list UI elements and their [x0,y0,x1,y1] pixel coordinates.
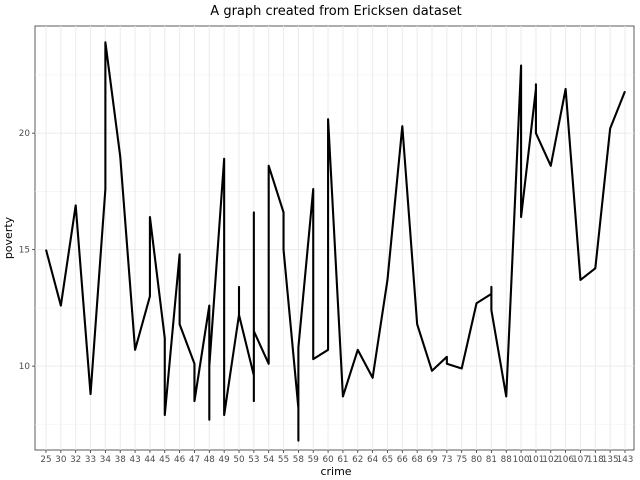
x-tick-label: 69 [426,455,437,465]
y-tick-label: 10 [19,362,31,372]
x-tick-label: 101 [528,455,545,465]
x-tick-label: 135 [602,455,619,465]
x-tick-label: 107 [572,455,589,465]
x-tick-label: 118 [587,455,604,465]
x-tick-label: 88 [501,455,512,465]
x-tick-label: 44 [144,455,156,465]
x-tick-label: 53 [248,455,259,465]
x-tick-label: 49 [219,455,230,465]
x-tick-label: 25 [40,455,51,465]
x-tick-label: 46 [174,455,186,465]
grid-lines [35,26,634,450]
x-tick-label: 60 [322,455,334,465]
x-tick-label: 75 [456,455,467,465]
x-tick-label: 106 [557,455,574,465]
x-tick-label: 43 [129,455,140,465]
y-axis-label: poverty [2,216,15,259]
x-axis-ticks: 25 30 32 33 34 38 43 44 45 46 47 48 49 50 53 54 55 58 59 60… [40,450,633,465]
x-tick-label: 55 [278,455,289,465]
x-tick-label: 68 [412,455,423,465]
x-tick-label: 61 [337,455,348,465]
series-line-1 [44,41,626,442]
x-tick-label: 100 [513,455,530,465]
x-tick-label: 65 [382,455,393,465]
x-tick-label: 38 [115,455,126,465]
x-axis-label: crime [320,465,351,478]
x-tick-label: 73 [441,455,452,465]
chart-title: A graph created from Ericksen dataset [210,4,461,19]
x-tick-label: 54 [263,455,275,465]
x-tick-label: 33 [85,455,96,465]
x-tick-label: 102 [542,455,559,465]
series-line-layer [44,41,626,442]
x-tick-label: 59 [308,455,319,465]
x-tick-label: 45 [159,455,170,465]
x-tick-label: 66 [397,455,409,465]
x-tick-label: 81 [486,455,497,465]
x-tick-label: 30 [55,455,67,465]
x-tick-label: 58 [293,455,304,465]
y-tick-label: 15 [19,246,30,256]
x-tick-label: 32 [70,455,81,465]
x-tick-label: 143 [617,455,634,465]
x-tick-label: 50 [233,455,245,465]
x-tick-label: 48 [204,455,215,465]
y-axis-ticks: 10 15 20 [19,129,35,372]
x-tick-label: 80 [471,455,483,465]
x-tick-label: 34 [100,455,112,465]
y-tick-label: 20 [19,129,31,139]
x-tick-label: 62 [352,455,363,465]
x-tick-label: 64 [367,455,379,465]
x-tick-label: 47 [189,455,200,465]
